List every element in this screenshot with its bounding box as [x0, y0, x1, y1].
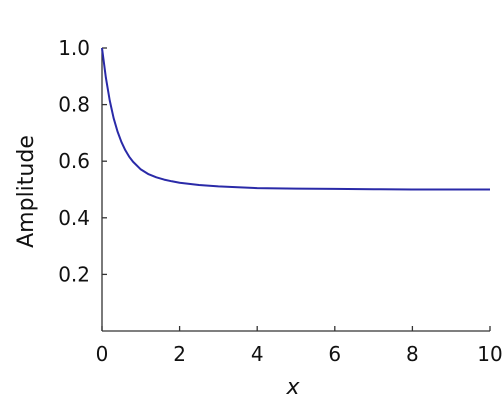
y-tick-label: 0.8 — [58, 93, 90, 117]
x-ticks: 0 2 4 6 8 10 — [96, 326, 503, 366]
x-tick-label: 10 — [477, 342, 502, 366]
series-line-0 — [101, 47, 490, 191]
x-tick-label: 2 — [173, 342, 186, 366]
x-tick-label: 6 — [328, 342, 341, 366]
y-tick-label: 0.2 — [58, 262, 90, 286]
y-tick-label: 0.4 — [58, 206, 90, 230]
x-tick-label: 8 — [406, 342, 419, 366]
y-tick-label: 0.6 — [58, 149, 90, 173]
y-ticks: 0.2 0.4 0.6 0.8 1.0 — [58, 36, 107, 286]
y-tick-label: 1.0 — [58, 36, 90, 60]
x-tick-label: 0 — [96, 342, 109, 366]
series-layer — [101, 47, 490, 191]
y-axis-title: Amplitude — [14, 135, 39, 248]
x-axis-title: x — [285, 375, 300, 400]
axes — [101, 48, 490, 332]
x-tick-label: 4 — [251, 342, 264, 366]
